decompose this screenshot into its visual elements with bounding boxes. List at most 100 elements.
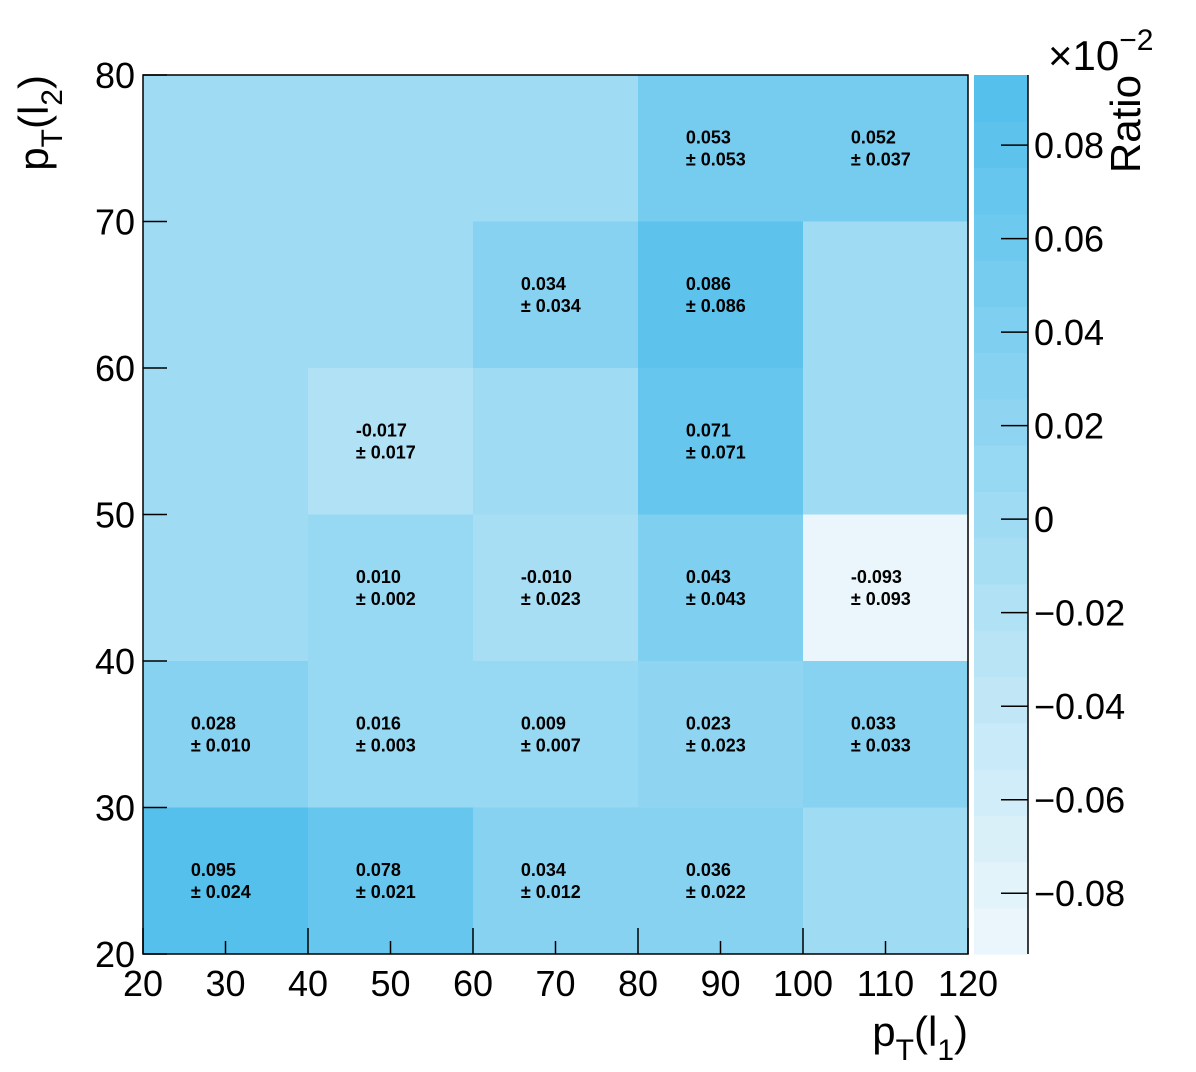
- colorbar-tick-label: 0.04: [1034, 312, 1104, 353]
- heatmap-cell: [473, 368, 638, 515]
- cell-error-label: ± 0.002: [356, 589, 416, 609]
- colorbar-multiplier: ×10−2: [1048, 24, 1153, 79]
- colorbar-multiplier-base: ×10: [1048, 32, 1119, 79]
- x-tick-label: 50: [370, 963, 410, 1004]
- heatmap-cell: [308, 368, 473, 515]
- colorbar-band: [974, 583, 1028, 631]
- y-tick-label: 70: [95, 202, 135, 243]
- colorbar-band: [974, 768, 1028, 816]
- y-tick-label: 20: [95, 934, 135, 975]
- heatmap-cell: [638, 661, 803, 808]
- cell-value-label: 0.034: [521, 274, 566, 294]
- colorbar: [974, 75, 1029, 955]
- colorbar-tick-label: 0.02: [1034, 406, 1104, 447]
- colorbar-band: [974, 398, 1028, 446]
- heatmap-cell: [143, 368, 308, 515]
- heatmap-cell: [308, 514, 473, 661]
- x-tick-label: 60: [453, 963, 493, 1004]
- heatmap-cell: [638, 514, 803, 661]
- cell-error-label: ± 0.003: [356, 735, 416, 755]
- x-axis-title-argsub: 1: [937, 1034, 954, 1067]
- x-tick-label: 30: [205, 963, 245, 1004]
- colorbar-band: [974, 491, 1028, 539]
- heatmap-cell: [308, 221, 473, 368]
- colorbar-band: [974, 907, 1028, 955]
- colorbar-tick-label: −0.02: [1034, 593, 1125, 634]
- y-tick-label: 40: [95, 641, 135, 682]
- cell-value-label: 0.053: [686, 127, 731, 147]
- heatmap-cells: [143, 75, 968, 954]
- x-axis-title-arg: (l: [914, 1008, 937, 1055]
- colorbar-band: [974, 75, 1028, 122]
- cell-value-label: 0.036: [686, 860, 731, 880]
- cell-value-label: 0.078: [356, 860, 401, 880]
- x-axis-title-main: p: [872, 1008, 895, 1055]
- heatmap-cell: [803, 221, 968, 368]
- cell-value-label: 0.016: [356, 713, 401, 733]
- heatmap-cell: [308, 75, 473, 222]
- colorbar-tick-label: 0.06: [1034, 219, 1104, 260]
- cell-value-label: -0.093: [851, 567, 902, 587]
- colorbar-band: [974, 167, 1028, 215]
- cell-error-label: ± 0.086: [686, 296, 746, 316]
- heatmap-cell: [473, 661, 638, 808]
- x-tick-label: 120: [938, 963, 998, 1004]
- heatmap-cell: [143, 661, 308, 808]
- cell-value-label: -0.017: [356, 420, 407, 440]
- cell-error-label: ± 0.021: [356, 882, 416, 902]
- cell-error-label: ± 0.024: [191, 882, 251, 902]
- heatmap-cell: [638, 368, 803, 515]
- x-tick-label: 90: [700, 963, 740, 1004]
- x-tick-label: 20: [123, 963, 163, 1004]
- cell-error-label: ± 0.022: [686, 882, 746, 902]
- heatmap-cell: [473, 807, 638, 954]
- heatmap-cell: [638, 75, 803, 222]
- cell-value-label: 0.052: [851, 127, 896, 147]
- colorbar-multiplier-exponent: −2: [1119, 24, 1153, 57]
- x-axis: 20 30 40 50 60 70 80 90 100 110 120: [123, 928, 998, 1004]
- x-tick-label: 110: [857, 963, 914, 1004]
- heatmap-cell: [803, 661, 968, 808]
- y-axis-title: pT(l2): [10, 75, 69, 171]
- colorbar-band: [974, 260, 1028, 307]
- y-axis-title-close: ): [10, 75, 57, 89]
- heatmap-cell: [803, 75, 968, 222]
- cell-error-label: ± 0.023: [686, 735, 746, 755]
- x-axis-title-close: ): [954, 1008, 968, 1055]
- cell-value-label: 0.034: [521, 860, 566, 880]
- y-axis: 20 30 40 50 60 70 80: [95, 55, 167, 975]
- colorbar-band: [974, 352, 1028, 400]
- x-axis-title-sub: T: [896, 1034, 914, 1067]
- y-tick-label: 50: [95, 495, 135, 536]
- y-tick-label: 80: [95, 55, 135, 96]
- heatmap-cell: [803, 368, 968, 515]
- colorbar-tick-label: 0.08: [1034, 125, 1104, 166]
- cell-value-label: 0.033: [851, 713, 896, 733]
- heatmap-cell: [803, 807, 968, 954]
- heatmap-cell: [143, 514, 308, 661]
- cell-error-label: ± 0.012: [521, 882, 581, 902]
- y-axis-title-arg: (l: [10, 106, 57, 129]
- cell-error-label: ± 0.017: [356, 442, 416, 462]
- x-tick-label: 100: [773, 963, 833, 1004]
- cell-value-label: -0.010: [521, 567, 572, 587]
- cell-value-label: 0.023: [686, 713, 731, 733]
- colorbar-tick-label: −0.08: [1034, 873, 1125, 914]
- colorbar-band: [974, 445, 1028, 492]
- x-tick-label: 70: [535, 963, 575, 1004]
- cell-value-label: 0.028: [191, 713, 236, 733]
- cell-error-label: ± 0.034: [521, 296, 581, 316]
- heatmap-cell: [473, 221, 638, 368]
- heatmap-cell: [803, 514, 968, 661]
- colorbar-band: [974, 630, 1028, 678]
- colorbar-band: [974, 213, 1028, 261]
- heatmap-cell: [473, 75, 638, 222]
- cell-error-label: ± 0.093: [851, 589, 911, 609]
- colorbar-band: [974, 306, 1028, 354]
- colorbar-tick-label: −0.06: [1034, 780, 1125, 821]
- x-axis-title: pT(l1): [872, 1008, 968, 1067]
- colorbar-tick-label: −0.04: [1034, 686, 1125, 727]
- y-axis-title-argsub: 2: [36, 89, 69, 106]
